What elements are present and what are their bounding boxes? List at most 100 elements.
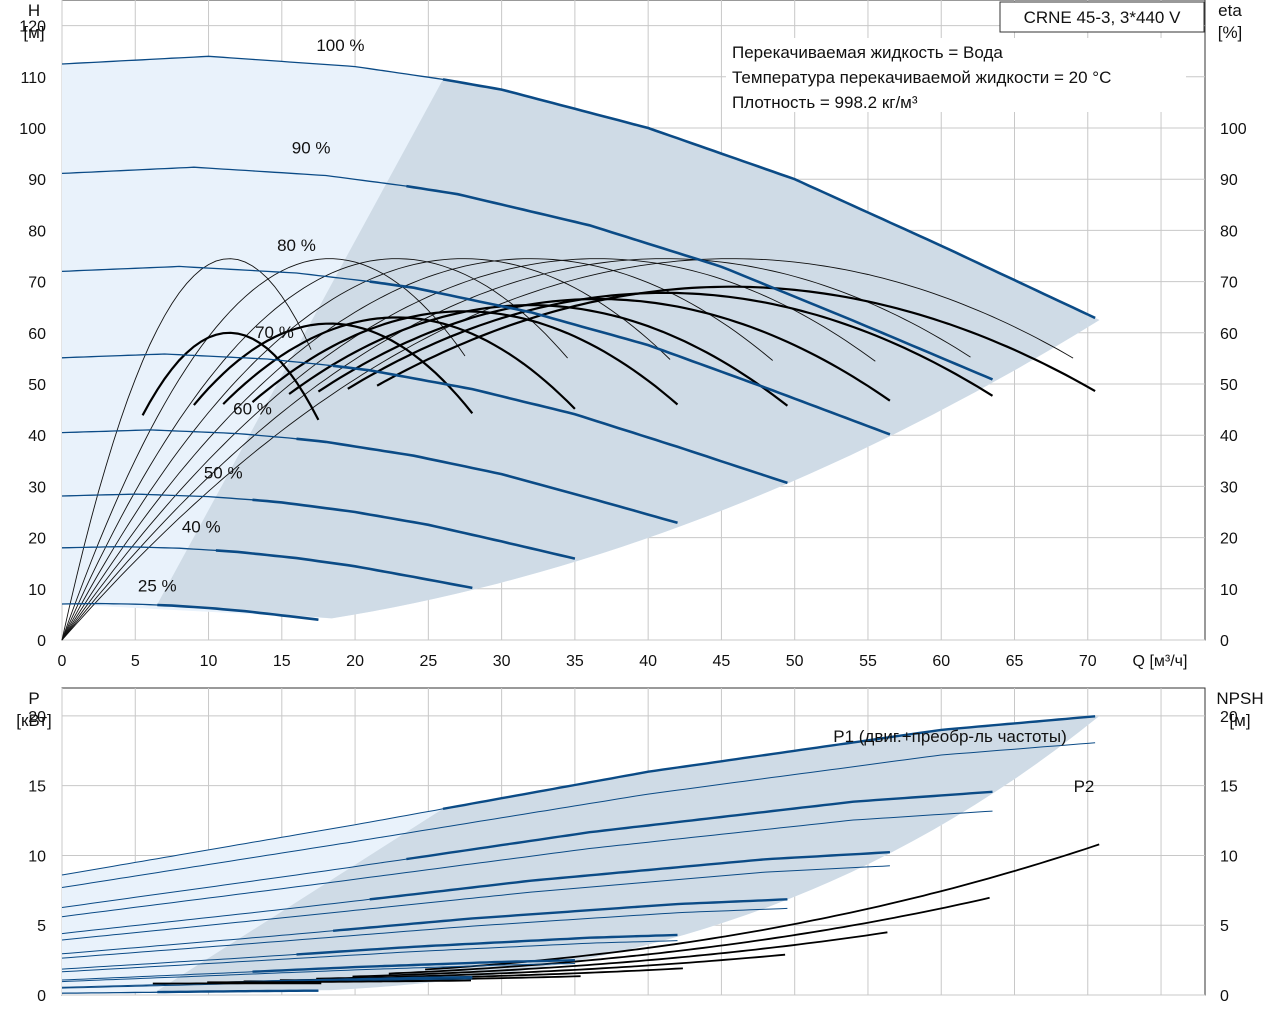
speed-label: 90 % bbox=[292, 139, 331, 158]
x-tick-label: 20 bbox=[346, 653, 364, 670]
power-curve-bold bbox=[332, 898, 788, 932]
x-tick-label: 65 bbox=[1006, 653, 1024, 670]
eta-curve bbox=[61, 258, 876, 641]
npsh-curve bbox=[352, 931, 888, 978]
x-tick-label: 40 bbox=[639, 653, 657, 670]
power-curve-thin bbox=[61, 742, 1096, 888]
head-curve-bold bbox=[332, 364, 788, 485]
power-curve-thin bbox=[61, 865, 890, 941]
p-tick-label: 10 bbox=[28, 848, 46, 865]
npsh-axis-unit: [м] bbox=[1229, 711, 1250, 730]
eta-drive-curve bbox=[347, 291, 994, 397]
eta-curve bbox=[61, 258, 971, 641]
power-curve-thin bbox=[61, 963, 575, 983]
model-label-box bbox=[999, 1, 1205, 33]
model-label: CRNE 45-3, 3*440 V bbox=[1024, 8, 1182, 27]
speed-label: 25 % bbox=[138, 576, 177, 595]
power-curve-bold bbox=[296, 933, 678, 956]
npsh-axis-title: NPSH bbox=[1216, 689, 1263, 708]
head-curve-bold bbox=[215, 549, 473, 590]
y-left-tick-label: 110 bbox=[20, 70, 46, 87]
head-curve-bold bbox=[157, 603, 319, 621]
y-right-tick-label: 30 bbox=[1220, 479, 1238, 496]
y-left-tick-label: 80 bbox=[28, 223, 46, 240]
power-curves bbox=[61, 715, 1100, 994]
x-tick-label: 5 bbox=[131, 653, 140, 670]
y-right-tick-label: 10 bbox=[1220, 582, 1238, 599]
eta-drive-curve bbox=[193, 322, 474, 414]
power-curve-bold bbox=[442, 715, 1096, 810]
power-curve-thin bbox=[61, 940, 678, 973]
y-right-tick-label: 0 bbox=[1220, 633, 1229, 650]
eta-drive-curve bbox=[317, 297, 891, 402]
npsh-tick-label: 5 bbox=[1220, 918, 1229, 935]
npsh-tick-label: 15 bbox=[1220, 779, 1238, 796]
p-tick-label: 5 bbox=[37, 918, 46, 935]
y-left-axis-unit: [м] bbox=[23, 23, 44, 42]
y-left-tick-label: 40 bbox=[28, 428, 46, 445]
y-right-tick-label: 80 bbox=[1220, 223, 1238, 240]
eta-curve bbox=[61, 258, 1074, 641]
power-curve-thin bbox=[61, 990, 319, 994]
x-tick-label: 50 bbox=[786, 653, 804, 670]
x-tick-label: 55 bbox=[859, 653, 877, 670]
eta-drive-curve bbox=[141, 331, 320, 421]
x-tick-label: 30 bbox=[493, 653, 511, 670]
y-right-axis-unit: [%] bbox=[1218, 23, 1243, 42]
legend-line: Перекачиваемая жидкость = Вода bbox=[732, 43, 1003, 62]
eta-drive-curve bbox=[376, 285, 1096, 393]
x-tick-label: 60 bbox=[932, 653, 950, 670]
legend-box bbox=[726, 38, 1186, 112]
y-left-tick-label: 50 bbox=[28, 377, 46, 394]
eta-curve bbox=[61, 258, 312, 641]
y-right-tick-label: 100 bbox=[1220, 121, 1247, 138]
efficiency-curves bbox=[61, 258, 1096, 641]
x-tick-label: 70 bbox=[1079, 653, 1097, 670]
legend-line: Температура перекачиваемой жидкости = 20… bbox=[732, 68, 1111, 87]
y-left-tick-label: 100 bbox=[19, 121, 46, 138]
speed-label: 80 % bbox=[277, 236, 316, 255]
p-tick-label: 20 bbox=[28, 709, 46, 726]
p-axis-title: P bbox=[28, 689, 39, 708]
x-tick-label: 10 bbox=[200, 653, 218, 670]
eta-curve bbox=[61, 258, 773, 641]
operating-range-dark bbox=[157, 79, 1100, 619]
y-left-tick-label: 90 bbox=[28, 172, 46, 189]
npsh-tick-label: 10 bbox=[1220, 848, 1238, 865]
p2-label: P2 bbox=[1074, 777, 1095, 796]
head-curve-bold bbox=[406, 184, 994, 381]
eta-drive-curve bbox=[288, 304, 789, 407]
npsh-tick-label: 0 bbox=[1220, 988, 1229, 1005]
power-curve-thin bbox=[61, 810, 993, 918]
head-curve-bold bbox=[442, 78, 1096, 320]
head-curves: 100 % 90 % 80 % 70 % 60 % 50 % 40 % 25 % bbox=[61, 36, 1096, 621]
npsh-curve bbox=[316, 953, 786, 980]
y-left-tick-label: 120 bbox=[19, 19, 46, 36]
x-tick-label: 45 bbox=[713, 653, 731, 670]
x-tick-label: 35 bbox=[566, 653, 584, 670]
x-axis-title: Q [м³/ч] bbox=[1133, 653, 1188, 670]
y-left-tick-label: 60 bbox=[28, 326, 46, 343]
x-tick-label: 0 bbox=[58, 653, 67, 670]
y-left-tick-label: 20 bbox=[28, 531, 46, 548]
power-curve-thin bbox=[61, 907, 788, 959]
p-tick-label: 15 bbox=[28, 779, 46, 796]
power-curve-bold bbox=[406, 790, 993, 861]
eta-drive-curve bbox=[222, 316, 576, 410]
y-left-tick-label: 30 bbox=[28, 479, 46, 496]
speed-label: 60 % bbox=[233, 400, 272, 419]
y-right-axis-title: eta bbox=[1218, 1, 1242, 20]
y-right-tick-label: 60 bbox=[1220, 326, 1238, 343]
power-curve-bold bbox=[252, 959, 575, 973]
y-right-tick-label: 40 bbox=[1220, 428, 1238, 445]
y-right-tick-label: 50 bbox=[1220, 377, 1238, 394]
p1-label: P1 (двиг.+преобр-ль частоты) bbox=[833, 727, 1066, 746]
legend-line: Плотность = 998.2 кг/м³ bbox=[732, 93, 918, 112]
npsh-curve bbox=[207, 979, 472, 984]
speed-label: 100 % bbox=[316, 36, 364, 55]
x-tick-label: 15 bbox=[273, 653, 291, 670]
y-left-axis-title: H bbox=[28, 1, 40, 20]
x-tick-label: 25 bbox=[419, 653, 437, 670]
